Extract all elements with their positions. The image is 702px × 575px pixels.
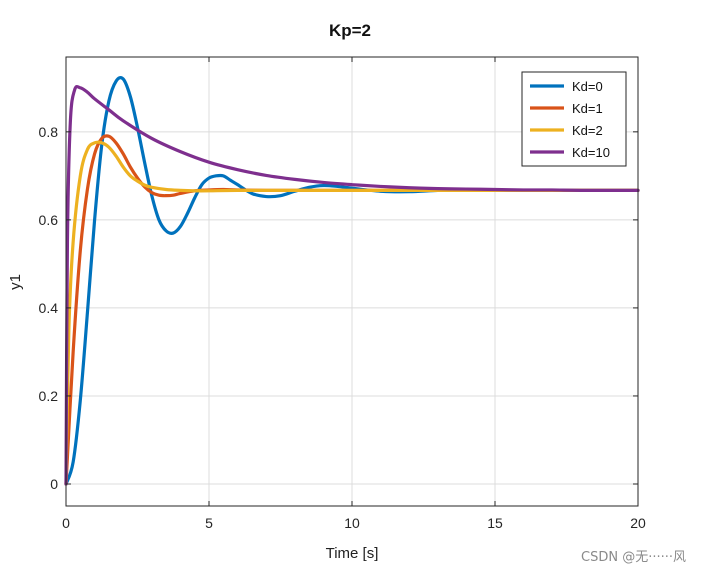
x-tick-label: 5	[205, 515, 213, 531]
series-lines	[64, 76, 640, 486]
legend: Kd=0 Kd=1 Kd=2 Kd=10	[521, 71, 627, 167]
x-tick-label: 20	[630, 515, 646, 531]
y-axis-label: y1	[7, 274, 24, 290]
legend-label: Kd=2	[572, 123, 603, 138]
y-tick-label: 0.8	[39, 124, 59, 140]
legend-label: Kd=10	[572, 145, 610, 160]
legend-label: Kd=1	[572, 101, 603, 116]
x-axis-label: Time [s]	[326, 545, 379, 562]
y-tick-label: 0	[50, 476, 58, 492]
series-line-kd-10	[64, 84, 640, 486]
series-line-kd-2	[64, 140, 640, 486]
x-tick-label: 0	[62, 515, 70, 531]
y-tick-label: 0.4	[39, 300, 59, 316]
legend-box	[521, 71, 627, 167]
y-tick-label: 0.2	[39, 388, 59, 404]
chart-title: Kp=2	[329, 21, 371, 40]
x-tick-label: 15	[487, 515, 503, 531]
axis-ticks: 0 5 10 15 20 0 0.2 0.4 0.6 0.8	[39, 57, 646, 531]
watermark: CSDN @无······风	[581, 550, 686, 565]
x-tick-label: 10	[344, 515, 360, 531]
y-tick-label: 0.6	[39, 212, 59, 228]
legend-label: Kd=0	[572, 79, 603, 94]
